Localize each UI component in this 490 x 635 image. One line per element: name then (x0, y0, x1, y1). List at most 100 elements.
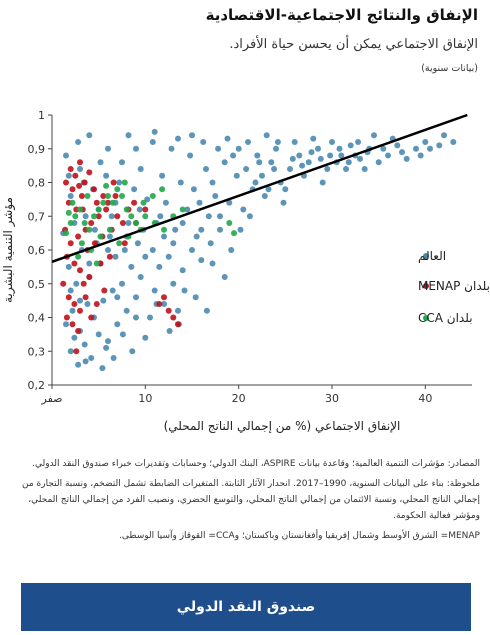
scatter-point-series-1 (63, 314, 70, 321)
scatter-point-series-1 (76, 182, 83, 189)
scatter-point-series-0 (133, 314, 139, 321)
scatter-point-series-1 (103, 206, 110, 213)
scatter-point-series-2 (65, 209, 72, 216)
scatter-point-series-0 (156, 263, 163, 270)
scatter-point-series-0 (84, 301, 91, 307)
scatter-point-series-0 (375, 159, 382, 166)
scatter-point-series-0 (399, 149, 405, 156)
scatter-point-series-0 (88, 355, 95, 361)
scatter-point-series-1 (75, 328, 82, 334)
scatter-point-series-0 (347, 142, 354, 149)
sources-note: المصادر: مؤشرات التنمية العالمية؛ وقاعدة… (32, 459, 480, 469)
x-tick-label: 40 (418, 392, 432, 405)
scatter-point-series-1 (88, 314, 95, 321)
scatter-point-series-0 (274, 139, 281, 145)
scatter-point-series-2 (91, 213, 97, 220)
scatter-point-series-0 (137, 166, 144, 172)
scatter-point-series-0 (280, 199, 287, 206)
scatter-point-series-0 (287, 166, 293, 172)
scatter-point-series-0 (63, 152, 69, 159)
scatter-point-series-2 (161, 226, 167, 233)
scatter-point-series-0 (67, 193, 74, 199)
scatter-point-series-0 (317, 155, 324, 162)
scatter-point-series-0 (196, 199, 203, 206)
imf-banner: صندوق النقد الدولي (21, 583, 471, 631)
scatter-point-series-0 (69, 307, 76, 314)
scatter-point-series-1 (65, 294, 72, 301)
scatter-point-series-2 (95, 206, 102, 213)
scatter-point-series-0 (299, 162, 306, 169)
scatter-point-series-0 (203, 166, 209, 172)
scatter-point-series-1 (110, 179, 117, 186)
scatter-point-series-0 (161, 233, 167, 240)
scatter-point-series-0 (361, 166, 368, 172)
scatter-point-series-0 (77, 166, 83, 172)
scatter-point-series-2 (133, 220, 139, 226)
scatter-point-series-0 (75, 361, 82, 368)
scatter-point-series-0 (259, 172, 265, 179)
y-tick-label: 1 (38, 109, 45, 122)
scatter-point-series-0 (189, 132, 195, 139)
scatter-point-series-1 (63, 179, 69, 186)
scatter-point-series-0 (177, 179, 184, 186)
scatter-point-series-0 (77, 297, 83, 304)
scatter-point-series-1 (81, 179, 88, 186)
trend-line (51, 113, 468, 263)
scatter-point-series-1 (175, 321, 181, 328)
y-tick-label: 0,9 (28, 143, 46, 156)
scatter-point-series-0 (235, 145, 242, 152)
scatter-point-series-2 (105, 193, 111, 199)
scatter-point-series-2 (86, 226, 93, 233)
scatter-point-series-0 (273, 145, 279, 152)
scatter-point-series-0 (116, 179, 123, 186)
abbreviations-note: MENAP= الشرق الأوسط وشمال إفريقيا وأفغان… (118, 531, 480, 541)
scatter-point-series-0 (86, 132, 93, 139)
scatter-point-series-0 (142, 334, 149, 341)
scatter-point-series-0 (161, 301, 167, 307)
scatter-point-series-0 (263, 132, 270, 139)
scatter-point-series-1 (86, 274, 93, 280)
scatter-point-series-0 (109, 287, 116, 294)
scatter-point-series-0 (149, 247, 156, 253)
scatter-point-series-1 (105, 199, 111, 206)
legend-marker-1 (423, 283, 429, 289)
y-tick-label: 0,2 (28, 379, 46, 392)
scatter-point-series-0 (75, 139, 82, 145)
scatter-point-series-1 (114, 213, 121, 220)
y-tick-label: 0,8 (28, 177, 46, 190)
y-tick-label: 0,7 (28, 210, 46, 223)
scatter-point-series-1 (142, 206, 149, 213)
scatter-point-series-0 (179, 267, 186, 274)
scatter-point-series-1 (77, 267, 83, 274)
scatter-point-series-0 (221, 274, 228, 280)
scatter-point-series-0 (63, 321, 69, 328)
scatter-point-series-1 (69, 321, 76, 328)
scatter-point-series-2 (119, 193, 125, 199)
scatter-point-series-0 (157, 213, 164, 220)
scatter-point-series-0 (187, 152, 194, 159)
x-axis-label: الإنفاق الاجتماعي (% من إجمالي الناتج ال… (164, 419, 401, 434)
scatter-point-series-1 (93, 199, 100, 206)
scatter-point-series-0 (310, 135, 317, 142)
scatter-point-series-0 (86, 260, 93, 267)
scatter-point-series-0 (105, 145, 111, 152)
scatter-point-series-2 (106, 226, 113, 233)
scatter-point-series-1 (82, 294, 89, 301)
data-frequency-note: (بيانات سنوية) (421, 63, 478, 74)
scatter-point-series-0 (133, 294, 139, 301)
scatter-point-series-1 (78, 193, 85, 199)
scatter-point-series-0 (355, 139, 362, 145)
scatter-point-series-0 (338, 152, 345, 159)
scatter-point-series-0 (99, 365, 106, 372)
scatter-point-series-0 (151, 287, 158, 294)
scatter-point-series-1 (86, 169, 93, 176)
scatter-point-series-0 (189, 247, 195, 253)
scatter-point-series-0 (65, 263, 72, 270)
scatter-point-series-2 (63, 230, 69, 237)
scatter-point-series-0 (291, 139, 298, 145)
scatter-point-series-0 (179, 220, 186, 226)
scatter-point-series-0 (315, 145, 321, 152)
scatter-point-series-0 (289, 155, 296, 162)
scatter-point-series-0 (128, 263, 135, 270)
scatter-point-series-2 (67, 220, 74, 226)
